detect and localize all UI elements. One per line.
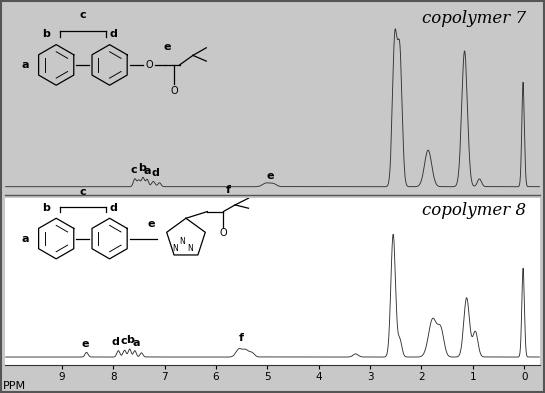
Text: d: d (110, 203, 118, 213)
Text: d: d (110, 29, 118, 39)
Text: b: b (42, 29, 50, 39)
Text: e: e (81, 339, 89, 349)
Text: a: a (132, 338, 140, 348)
Text: c: c (80, 187, 86, 196)
Text: b: b (126, 335, 134, 345)
Text: a: a (143, 166, 151, 176)
Text: c: c (120, 336, 127, 347)
Text: PPM: PPM (3, 380, 26, 391)
Text: N: N (187, 244, 193, 253)
Text: O: O (220, 228, 227, 238)
Text: c: c (80, 10, 86, 20)
Text: c: c (130, 165, 137, 175)
Text: N: N (179, 237, 185, 246)
Text: a: a (22, 233, 29, 244)
Text: e: e (266, 171, 274, 181)
Text: b: b (42, 203, 50, 213)
Text: d: d (152, 168, 160, 178)
Text: a: a (22, 60, 29, 70)
Text: f: f (226, 185, 231, 195)
Text: e: e (148, 219, 155, 228)
Text: d: d (112, 337, 120, 347)
Text: copolymer 8: copolymer 8 (422, 202, 526, 219)
Text: b: b (138, 163, 146, 173)
Text: copolymer 7: copolymer 7 (422, 10, 526, 27)
Text: O: O (146, 60, 154, 70)
Text: N: N (172, 244, 178, 253)
Text: O: O (171, 86, 178, 96)
Text: e: e (164, 42, 171, 51)
Text: f: f (239, 333, 244, 343)
